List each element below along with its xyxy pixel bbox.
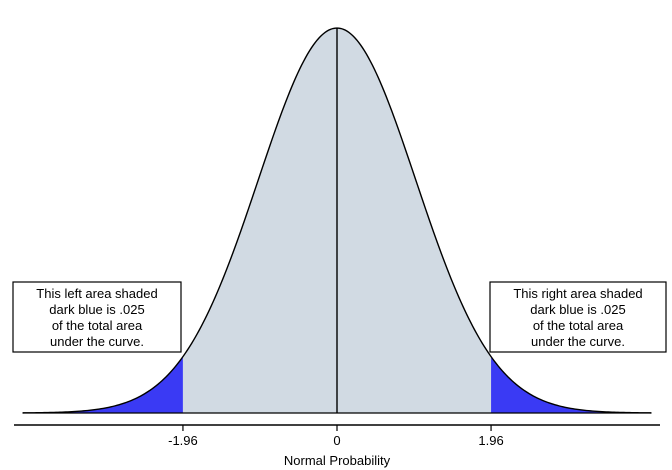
x-tick-label-0: -1.96 — [168, 433, 198, 448]
left-annotation-line-2: of the total area — [52, 318, 143, 333]
density-curve — [22, 27, 652, 414]
right-annotation-box — [489, 281, 667, 353]
right-annotation-line-3: under the curve. — [531, 334, 625, 349]
right-annotation-line-1: dark blue is .025 — [530, 302, 625, 317]
region-left-tail-area — [22, 356, 183, 413]
right-annotation-line-0: This right area shaded — [513, 286, 642, 301]
x-tick-label-2: 1.96 — [478, 433, 503, 448]
left-annotation-box — [12, 281, 182, 353]
x-axis-title: Normal Probability — [284, 453, 391, 468]
left-annotation-line-0: This left area shaded — [36, 286, 157, 301]
region-right-tail-area — [491, 356, 652, 413]
right-annotation-line-2: of the total area — [533, 318, 624, 333]
left-annotation-line-3: under the curve. — [50, 334, 144, 349]
left-annotation-line-1: dark blue is .025 — [49, 302, 144, 317]
x-tick-label-1: 0 — [333, 433, 340, 448]
